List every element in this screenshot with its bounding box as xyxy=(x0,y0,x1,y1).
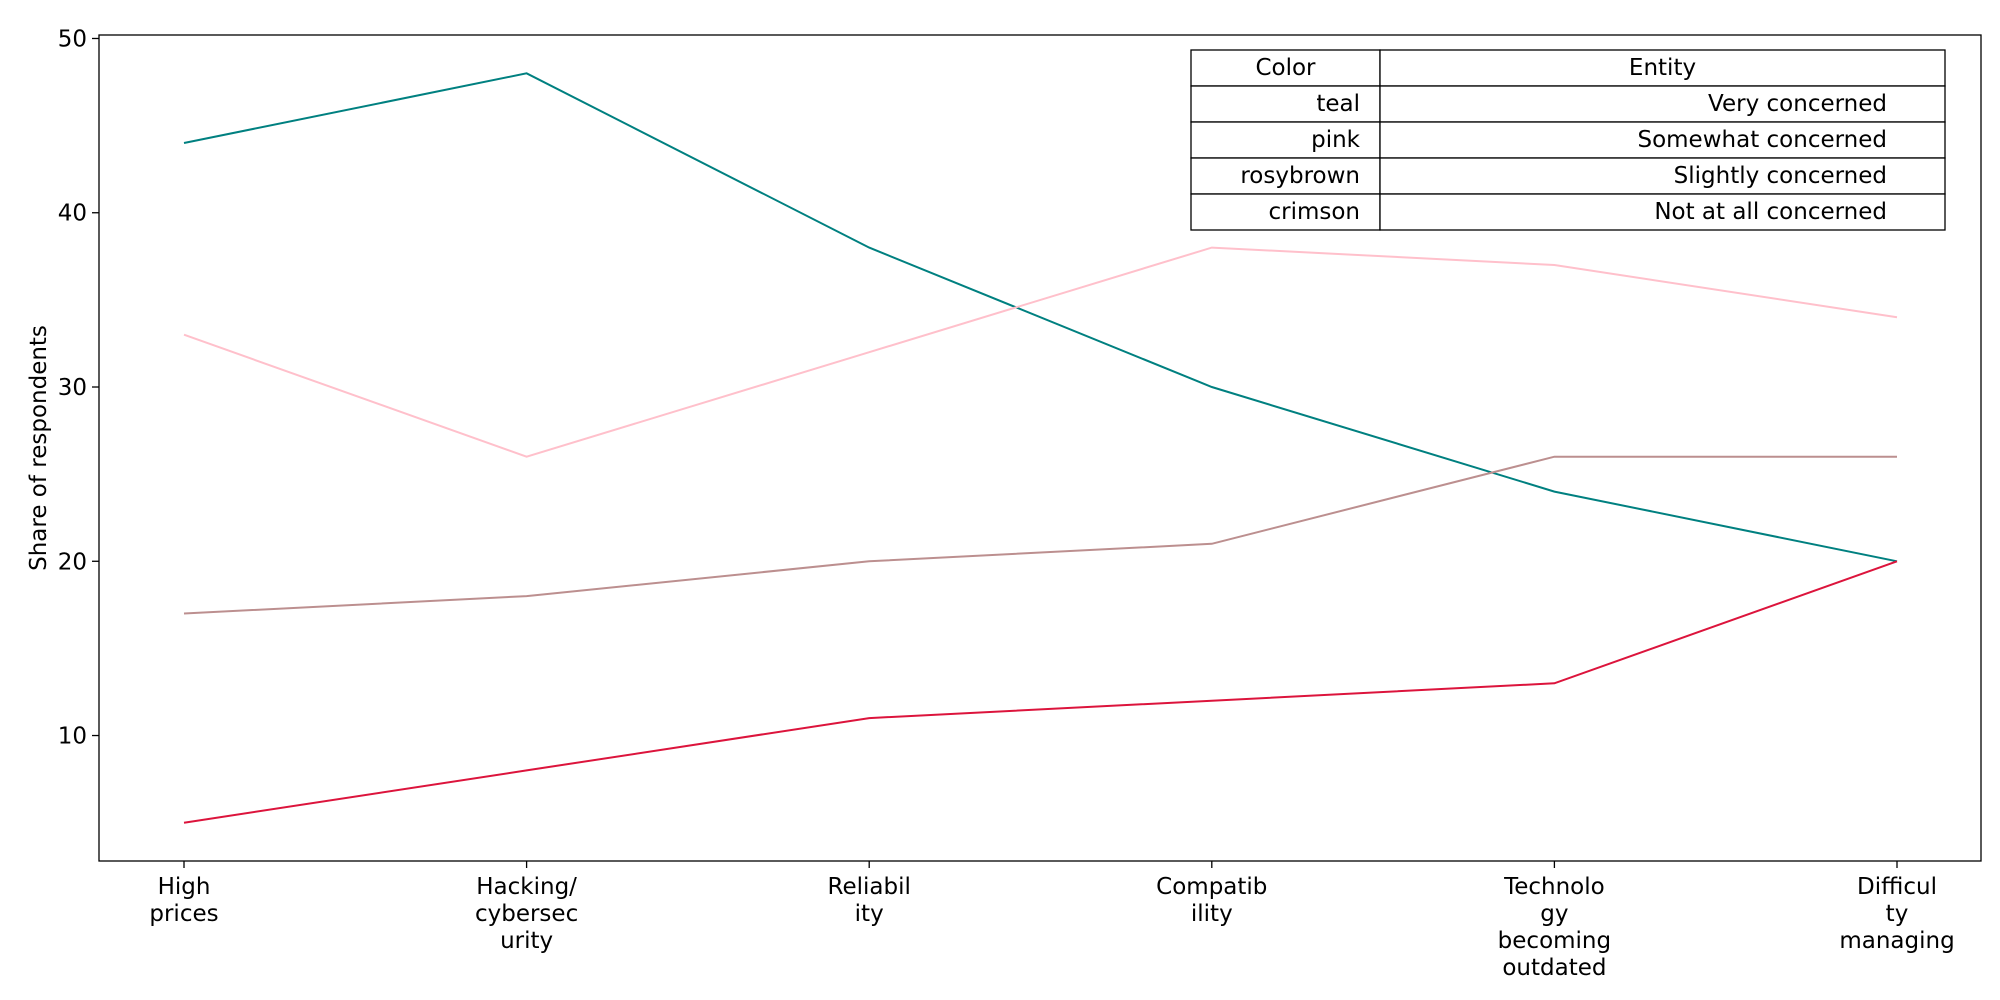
legend-cell xyxy=(1379,157,1946,195)
x-tick-label: Reliabil ity xyxy=(828,874,911,927)
legend-header-entity: Entity xyxy=(1629,55,1696,81)
x-tick-label: Hacking/cybersec urity xyxy=(475,874,578,954)
x-tick-label: Technolo gy becoming outdated xyxy=(1498,874,1611,981)
legend-color-name: teal xyxy=(1316,91,1360,117)
legend-cell xyxy=(1190,49,1381,87)
y-tick-label: 30 xyxy=(58,375,87,401)
legend-entity-name: Slightly concerned xyxy=(1674,163,1887,189)
legend-color-name: crimson xyxy=(1268,199,1360,225)
series-lines xyxy=(183,72,1898,824)
y-tick-label: 50 xyxy=(58,26,87,52)
y-axis: 10 20 30 40 50 xyxy=(58,26,99,750)
series-line-pink xyxy=(183,246,1898,458)
y-tick-label: 20 xyxy=(58,549,87,575)
y-tick-label: 40 xyxy=(58,201,87,227)
y-tick-label: 10 xyxy=(58,724,87,750)
legend-entity-name: Somewhat concerned xyxy=(1637,127,1887,153)
series-line-rosybrown xyxy=(183,455,1897,615)
legend-entity-name: Very concerned xyxy=(1708,91,1887,117)
legend-cell xyxy=(1190,193,1381,231)
x-tick-label: High prices xyxy=(149,874,218,927)
x-axis: High prices Hacking/cybersec urity Reliabil i… xyxy=(149,861,1955,981)
x-tick-label: Compatib ility xyxy=(1156,874,1267,927)
x-tick-label: Difficul ty managing xyxy=(1839,874,1954,954)
plot-frame xyxy=(98,34,1982,862)
legend-color-name: pink xyxy=(1311,127,1361,153)
y-axis-label: Share of respondents xyxy=(26,325,52,571)
legend-entity-name: Not at all concerned xyxy=(1654,199,1887,225)
legend-cell xyxy=(1379,121,1946,159)
series-line-teal xyxy=(183,72,1898,563)
legend-cell xyxy=(1379,193,1946,231)
legend-color-name: rosybrown xyxy=(1240,163,1360,189)
series-line-crimson xyxy=(183,560,1898,824)
legend-header-color: Color xyxy=(1255,55,1316,81)
legend-cell xyxy=(1190,85,1381,123)
legend-table: Color Entity teal Very concerned pink Somewha… xyxy=(1190,49,1946,231)
legend-cell xyxy=(1379,49,1946,87)
